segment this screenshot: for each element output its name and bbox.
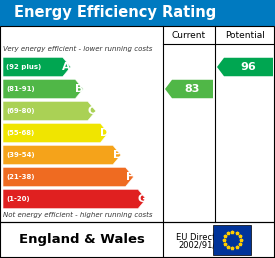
Text: England & Wales: England & Wales xyxy=(19,233,144,246)
Text: (21-38): (21-38) xyxy=(6,174,34,180)
Polygon shape xyxy=(3,123,108,143)
Polygon shape xyxy=(3,145,121,165)
Text: F: F xyxy=(126,172,133,182)
Text: E: E xyxy=(113,150,121,160)
Text: (39-54): (39-54) xyxy=(6,152,35,158)
Text: (69-80): (69-80) xyxy=(6,108,34,114)
Text: Very energy efficient - lower running costs: Very energy efficient - lower running co… xyxy=(3,46,152,52)
Text: D: D xyxy=(100,128,109,138)
Text: A: A xyxy=(62,62,71,72)
Bar xyxy=(0,0,275,26)
Text: C: C xyxy=(88,106,96,116)
Text: Energy Efficiency Rating: Energy Efficiency Rating xyxy=(14,5,217,20)
Text: G: G xyxy=(138,194,147,204)
Text: B: B xyxy=(75,84,83,94)
Polygon shape xyxy=(3,167,133,187)
Text: (81-91): (81-91) xyxy=(6,86,35,92)
Polygon shape xyxy=(3,101,96,121)
Bar xyxy=(0,26,274,222)
Text: Potential: Potential xyxy=(225,30,265,39)
Text: (92 plus): (92 plus) xyxy=(6,64,41,70)
Bar xyxy=(213,225,251,255)
Polygon shape xyxy=(3,189,146,209)
Text: 96: 96 xyxy=(241,62,256,72)
Polygon shape xyxy=(3,57,71,77)
Text: (55-68): (55-68) xyxy=(6,130,34,136)
Text: EU Directive: EU Directive xyxy=(176,232,228,241)
Text: Current: Current xyxy=(172,30,206,39)
Polygon shape xyxy=(165,80,213,98)
Text: Not energy efficient - higher running costs: Not energy efficient - higher running co… xyxy=(3,212,153,218)
Polygon shape xyxy=(217,58,273,76)
Text: 83: 83 xyxy=(185,84,200,94)
Text: 2002/91/EC: 2002/91/EC xyxy=(178,240,226,249)
Text: (1-20): (1-20) xyxy=(6,196,30,202)
Polygon shape xyxy=(3,79,83,99)
